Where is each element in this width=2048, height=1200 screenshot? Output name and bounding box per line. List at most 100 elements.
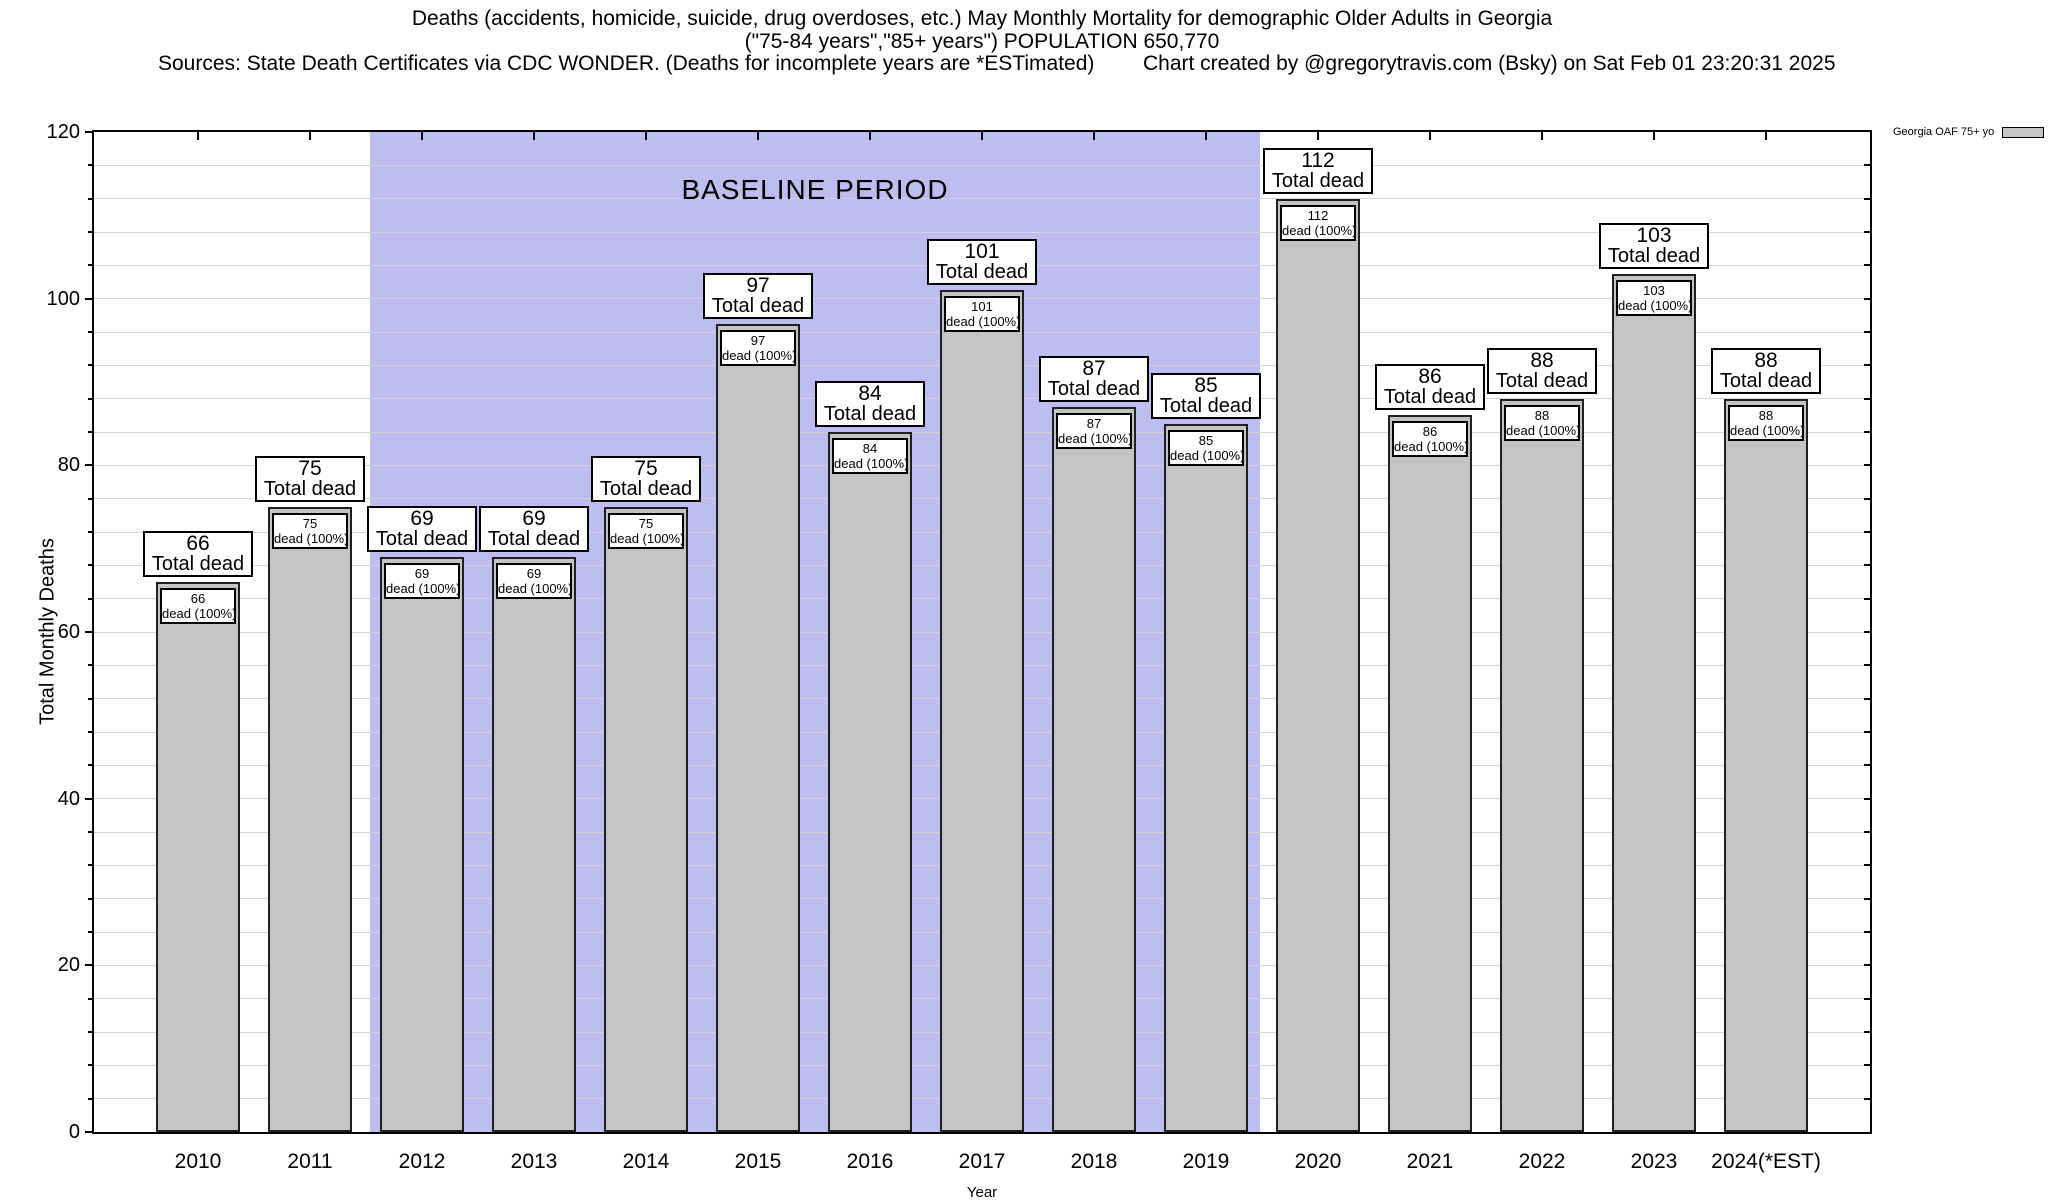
bar-inner-value: 66 [190,591,206,606]
bar-total-value: 84 [858,382,882,405]
bar-total-caption: Total dead [1159,394,1253,417]
x-axis-top-tick [1429,132,1431,140]
bar-inner-label: 112 dead (100%) [1280,204,1356,241]
bar-total-caption: Total dead [1383,386,1477,409]
bar-inner-label: 75 dead (100%) [272,513,348,549]
bar-total-caption: Total dead [487,528,581,550]
y-axis-minor-tick-right [1864,364,1870,367]
bar-2023: 103 dead (100%) [1612,273,1696,1132]
bar-total-value: 69 [522,507,546,530]
bar-inner-label: 87 dead (100%) [1056,413,1132,449]
y-axis-minor-tick [88,597,92,600]
bar-inner-value: 75 [302,516,318,531]
bar-total-label: 112 Total dead [1263,147,1373,194]
y-axis-minor-tick-right [1864,464,1870,467]
x-axis-category-label: 2011 [287,1150,333,1173]
x-axis-top-tick [1093,132,1095,140]
y-axis-minor-tick [88,164,92,167]
y-axis-minor-tick-right [1864,797,1870,800]
x-axis-top-tick [197,132,199,140]
bar-inner-value: 69 [414,566,430,581]
baseline-period-label: BASELINE PERIOD [681,174,949,205]
bar-inner-caption: dead (100%) [386,581,460,596]
bar-inner-label: 75 dead (100%) [608,513,684,549]
bar-total-label: 86 Total dead [1375,364,1485,411]
y-axis-tick-label: 80 [57,454,80,477]
x-axis-category-label: 2018 [1070,1150,1118,1173]
bar-inner-caption: dead (100%) [1730,422,1804,438]
bar-inner-label: 69 dead (100%) [384,563,460,599]
x-axis-top-tick [1205,132,1207,140]
y-axis-minor-tick-right [1864,897,1870,900]
y-axis-minor-tick [88,497,92,500]
y-axis-minor-tick [88,231,92,233]
y-axis-minor-tick [88,1064,92,1067]
bar-inner-label: 85 dead (100%) [1168,429,1244,466]
y-axis-tick-label: 120 [46,121,80,143]
x-axis-category-label: 2020 [1294,1150,1342,1173]
bar-2019: 85 dead (100%) [1164,423,1248,1132]
y-axis-tick-label: 0 [68,1121,80,1143]
y-axis-minor-tick [88,764,92,767]
x-axis-category-label: 2015 [734,1150,782,1173]
x-axis-category-label: 2023 [1630,1150,1678,1173]
bar-inner-caption: dead (100%) [1394,439,1468,455]
bar-total-value: 101 [964,240,1000,264]
x-axis-top-tick [1541,132,1543,140]
bar-total-label: 97 Total dead [703,272,813,319]
bar-total-caption: Total dead [1271,169,1365,192]
y-axis-minor-tick-right [1864,397,1870,400]
legend-swatch-icon [2002,126,2045,138]
chart-sources-note: Sources: State Death Certificates via CD… [158,52,1095,75]
y-axis-minor-tick-right [1864,597,1870,600]
bar-total-label: 87 Total dead [1039,356,1149,402]
x-axis-top-tick [309,132,311,140]
x-axis-top-tick [869,132,871,140]
legend-series-label: Georgia OAF 75+ yo [1893,126,1995,138]
bar-inner-caption: dead (100%) [946,314,1020,330]
y-axis-minor-tick [88,897,92,900]
y-axis-minor-tick [88,1097,92,1100]
bar-inner-caption: dead (100%) [162,606,236,621]
bar-2021: 86 dead (100%) [1388,415,1472,1132]
y-axis-minor-tick-right [1864,264,1870,267]
bar-total-label: 84 Total dead [815,381,925,427]
x-axis-category-label: 2014 [622,1150,670,1173]
bar-inner-value: 112 [1307,207,1329,223]
bar-inner-caption: dead (100%) [498,581,572,596]
bar-2011: 75 dead (100%) [268,507,352,1132]
y-axis-minor-tick-right [1864,1031,1870,1033]
bar-total-caption: Total dead [1047,378,1141,400]
bar-total-caption: Total dead [1719,369,1813,392]
bar-inner-caption: dead (100%) [722,347,796,363]
x-axis-category-label: 2012 [398,1150,446,1173]
bar-inner-label: 86 dead (100%) [1392,421,1468,458]
bar-2024(*EST): 88 dead (100%) [1724,398,1808,1132]
chart-title-line2: ("75-84 years","85+ years") POPULATION 6… [744,30,1220,53]
bar-inner-value: 103 [1643,282,1665,298]
bar-total-label: 75 Total dead [255,456,365,502]
x-axis-category-label: 2024(*EST) [1711,1150,1821,1173]
bar-inner-label: 84 dead (100%) [832,438,908,474]
bar-inner-caption: dead (100%) [1618,297,1692,313]
y-axis-major-tick [85,464,92,467]
bar-2014: 75 dead (100%) [604,507,688,1132]
y-axis-tick-label: 100 [46,287,80,310]
y-axis-minor-tick-right [1864,431,1870,433]
bar-total-caption: Total dead [823,403,917,425]
x-axis-category-label: 2010 [174,1150,222,1173]
x-axis-top-tick [533,132,535,140]
bar-total-value: 112 [1301,148,1335,172]
bar-inner-label: 88 dead (100%) [1504,404,1580,441]
x-axis-top-tick [421,132,423,140]
y-axis-minor-tick-right [1864,731,1870,733]
bar-total-value: 88 [1530,348,1554,372]
bar-inner-label: 103 dead (100%) [1616,279,1692,316]
bar-2015: 97 dead (100%) [716,323,800,1132]
bar-total-caption: Total dead [711,294,805,317]
bar-total-caption: Total dead [599,478,693,500]
x-axis-top-tick [645,132,647,140]
y-axis-minor-tick-right [1864,497,1870,500]
bar-inner-caption: dead (100%) [1170,447,1244,463]
y-axis-major-tick [85,1131,92,1133]
